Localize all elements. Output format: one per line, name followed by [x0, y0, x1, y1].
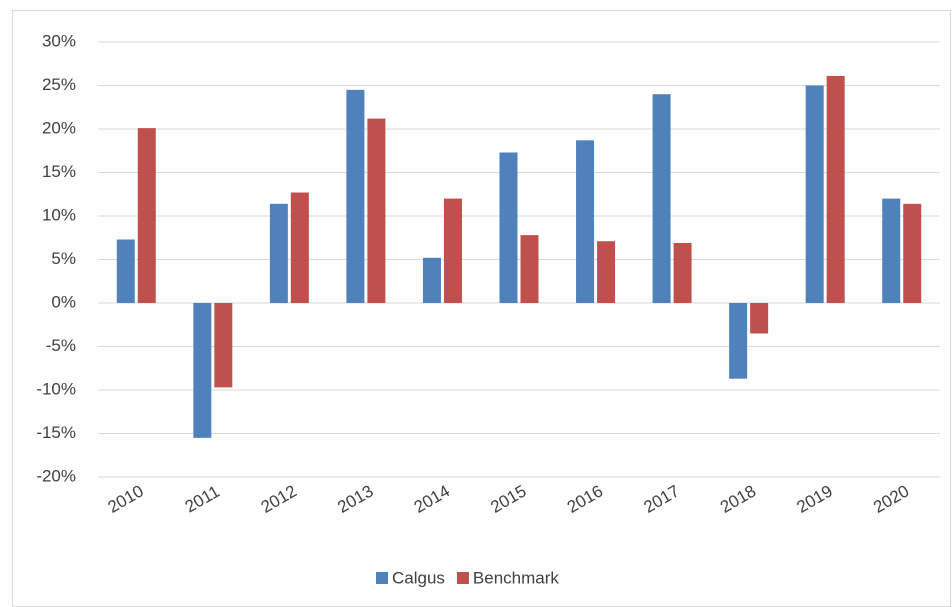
y-tick-label: -5% — [46, 336, 76, 355]
y-tick-label: -15% — [36, 423, 76, 442]
y-tick-label: 15% — [42, 162, 76, 181]
bar — [499, 152, 518, 303]
bar — [346, 89, 365, 303]
y-tick-label: 0% — [51, 292, 76, 311]
legend-swatch — [376, 572, 388, 584]
bar — [422, 257, 441, 303]
y-tick-label: 5% — [51, 249, 76, 268]
y-tick-label: 20% — [42, 118, 76, 137]
y-tick-label: -10% — [36, 379, 76, 398]
legend-label: Benchmark — [473, 568, 559, 587]
bar — [652, 94, 671, 303]
y-tick-label: -20% — [36, 466, 76, 485]
y-tick-label: 30% — [42, 31, 76, 50]
bar — [750, 303, 769, 334]
bar — [193, 303, 212, 438]
bar — [729, 303, 748, 379]
bar — [367, 118, 386, 303]
bar — [290, 192, 309, 303]
bar — [805, 85, 824, 303]
bar — [597, 241, 616, 303]
y-tick-label: 10% — [42, 205, 76, 224]
bar — [137, 128, 156, 303]
bar — [673, 242, 692, 303]
chart-frame — [12, 10, 951, 607]
bar — [443, 198, 462, 303]
bar — [520, 235, 539, 303]
bar — [576, 140, 595, 303]
legend-label: Calgus — [392, 568, 445, 587]
bar — [903, 203, 922, 303]
bar — [116, 239, 135, 303]
bar — [269, 203, 288, 303]
bar — [826, 75, 845, 304]
bar — [214, 303, 233, 388]
legend-swatch — [456, 572, 469, 584]
bar — [882, 198, 901, 303]
y-tick-label: 25% — [42, 75, 76, 94]
